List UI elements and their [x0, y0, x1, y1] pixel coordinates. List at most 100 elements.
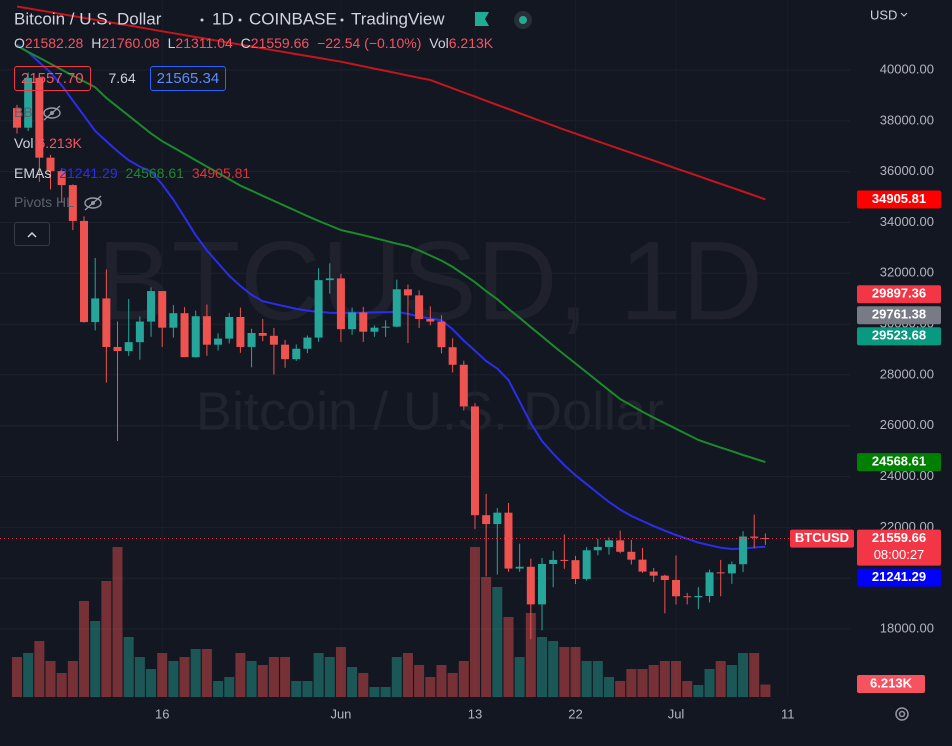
candle-body	[158, 291, 167, 328]
indicator-bb[interactable]: BB	[14, 104, 63, 121]
indicator-name: EMAs	[14, 165, 52, 181]
volume-bar	[726, 665, 737, 697]
ask-button[interactable]: 21565.34	[149, 66, 227, 91]
indicator-name: Pivots HL	[14, 194, 74, 210]
candle-body	[459, 364, 468, 407]
volume-bar	[447, 673, 458, 697]
ohlc-legend: O21582.28 H21760.08 L21311.04 C21559.66 …	[14, 35, 497, 51]
candle-body	[336, 278, 345, 330]
volume-bar	[715, 661, 726, 697]
indicator-name: Vol	[14, 135, 34, 151]
volume-bar	[101, 581, 112, 697]
volume-bar	[425, 677, 436, 697]
volume-bar	[458, 661, 469, 697]
candle-body	[247, 332, 256, 347]
volume-bar	[280, 657, 291, 697]
candle-body	[605, 540, 614, 547]
candle-body	[292, 348, 301, 360]
eye-off-icon[interactable]	[41, 105, 63, 121]
candle-body	[415, 295, 424, 320]
currency[interactable]: USD	[870, 7, 897, 22]
volume-bar	[268, 657, 279, 697]
volume-bar	[592, 661, 603, 697]
volume-bar	[414, 665, 425, 697]
candle-body	[46, 157, 55, 172]
volume-bar	[402, 653, 413, 697]
candle-body	[35, 77, 44, 158]
candle-body	[403, 289, 412, 296]
x-tick-label: Jun	[330, 706, 351, 721]
candle-body	[638, 559, 647, 572]
volume-bar	[67, 661, 78, 697]
candle-body	[13, 108, 21, 128]
x-tick-label: 16	[155, 706, 169, 721]
collapse-button[interactable]	[14, 222, 50, 246]
symbol-title: Bitcoin / U.S. Dollar	[14, 9, 162, 28]
legend-change: −22.54 (−0.10%)	[317, 35, 422, 51]
x-tick-label: 22	[568, 706, 582, 721]
chevron	[900, 12, 908, 17]
flag-icon[interactable]	[475, 12, 489, 26]
ema-tag-label: 21241.29	[872, 569, 926, 584]
volume-bar	[659, 661, 670, 697]
volume-bar	[179, 657, 190, 697]
volume-bar	[257, 665, 268, 697]
watermark-sub: Bitcoin / U.S. Dollar	[196, 381, 664, 441]
candle-body	[381, 326, 390, 328]
candle-body	[705, 572, 714, 596]
volume-bar	[235, 653, 246, 697]
volume-bar	[313, 653, 324, 697]
legend-label: O	[14, 35, 25, 51]
symbol-tag	[790, 529, 854, 548]
separator	[238, 18, 242, 22]
volume-bar	[693, 685, 704, 697]
candle-body	[660, 575, 669, 580]
pivot-tag	[857, 306, 941, 325]
volume-bar	[112, 547, 123, 697]
candle-body	[68, 185, 77, 221]
candle-body	[616, 540, 625, 552]
indicator-vol[interactable]: Vol 6.213K	[14, 135, 86, 151]
candle-body	[113, 346, 122, 352]
candle-body	[102, 298, 111, 347]
y-tick-label: 38000.00	[880, 112, 934, 127]
volume-bar	[291, 681, 302, 697]
plot	[0, 5, 850, 697]
volume-bar	[503, 617, 514, 697]
legend-value: 21582.28	[24, 35, 84, 51]
bid-button[interactable]: 21557.70	[14, 66, 91, 91]
volume-bar	[492, 587, 503, 697]
volume-bar	[246, 661, 257, 697]
volume-bar	[45, 661, 56, 697]
volume-bar	[581, 661, 592, 697]
volume-bar	[671, 661, 682, 697]
indicator-value: 24568.61	[125, 165, 184, 181]
candle-body	[571, 560, 580, 579]
volume-bar	[481, 577, 492, 697]
candle-body	[582, 550, 591, 579]
volume-bar	[514, 657, 525, 697]
candle-body	[325, 278, 334, 281]
candle-body	[627, 551, 636, 560]
volume-bar	[682, 681, 693, 697]
indicator-emas[interactable]: EMAs 21241.29 24568.61 34905.81	[14, 165, 254, 181]
candle-body	[515, 566, 524, 569]
status-dot	[519, 16, 527, 24]
volume-bar	[380, 687, 391, 697]
source: TradingView	[351, 9, 445, 28]
candle-body	[426, 319, 435, 322]
indicator-pivots[interactable]: Pivots HL	[14, 194, 104, 211]
volume-bar	[213, 681, 224, 697]
volume-bar	[615, 681, 626, 697]
volume-bar	[604, 677, 615, 697]
volume-bar	[56, 673, 67, 697]
settings-icon[interactable]	[895, 707, 909, 721]
candle-body	[683, 596, 692, 598]
candle-body	[169, 313, 178, 328]
pivot-tag-label: 29897.36	[872, 286, 926, 301]
eye-off-icon[interactable]	[82, 195, 104, 211]
volume-bar	[749, 653, 760, 697]
indicator-value: 21241.29	[59, 165, 118, 181]
pivot-tag-label: 29523.68	[872, 328, 926, 343]
caret-icon	[27, 231, 37, 238]
